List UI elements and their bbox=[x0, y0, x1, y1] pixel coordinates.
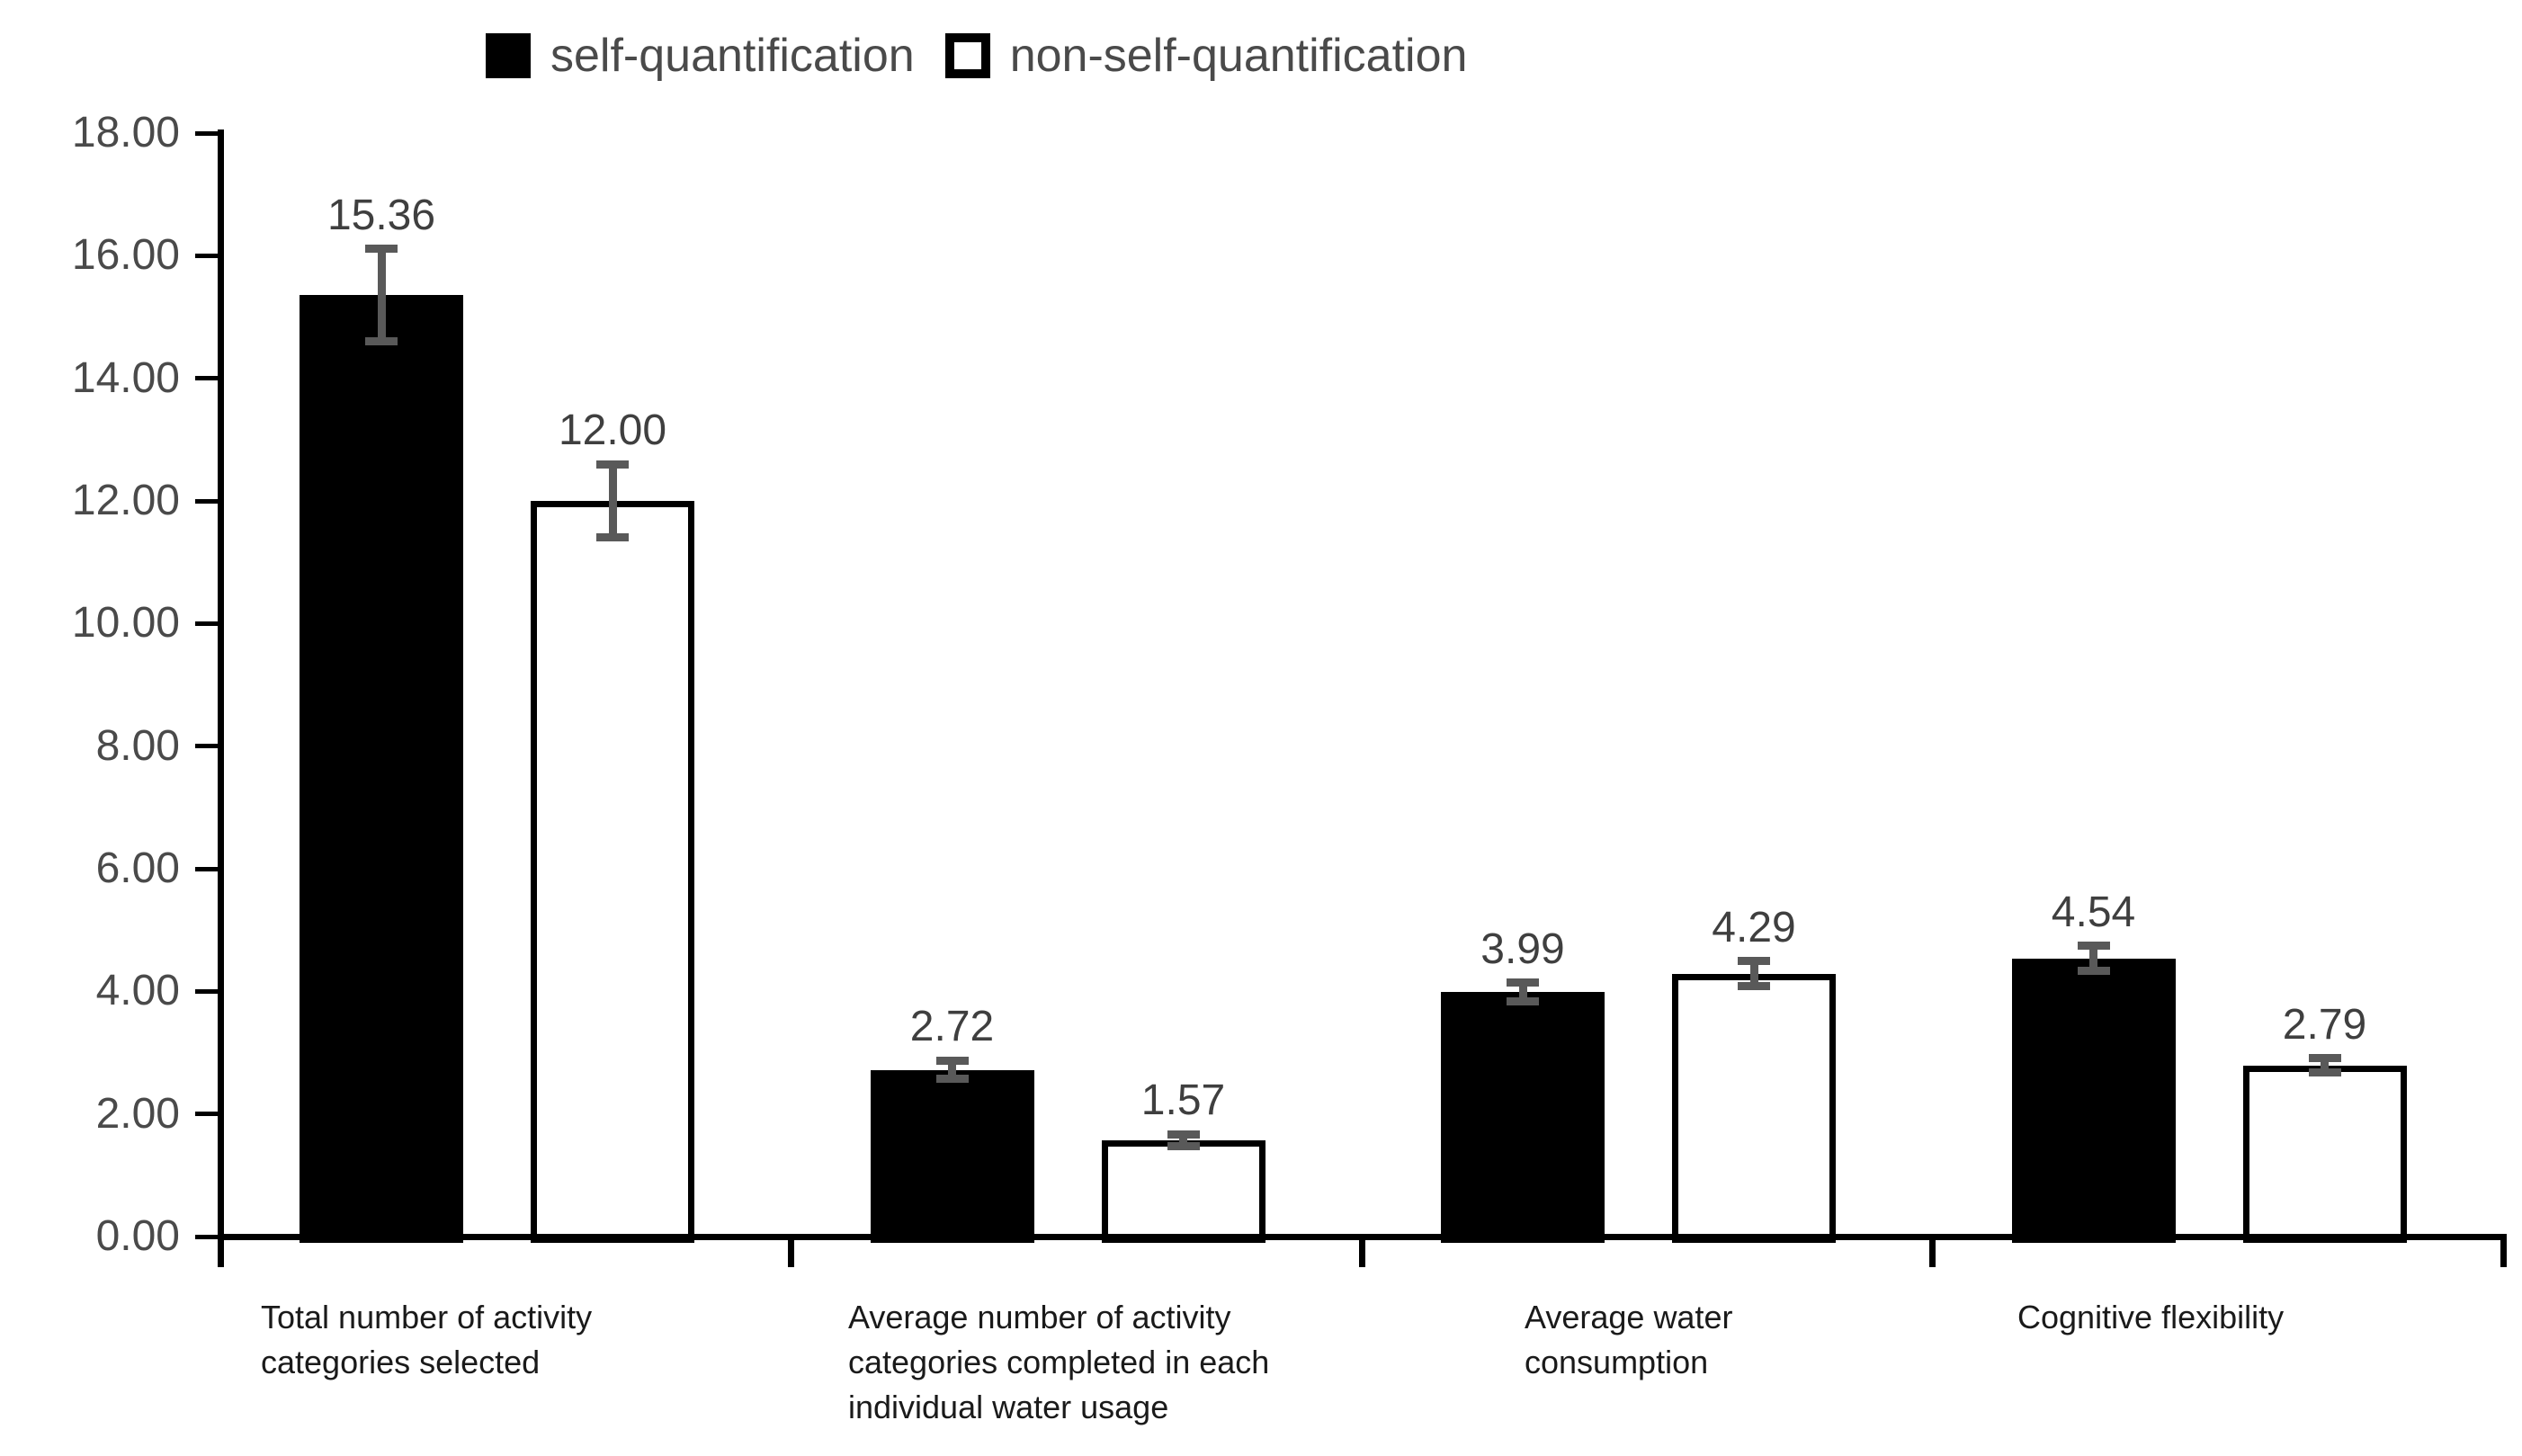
error-bar-line bbox=[1518, 982, 1527, 1002]
error-bar-bottom-cap bbox=[1738, 981, 1770, 990]
bar-non-self-quantification-group-3 bbox=[1672, 973, 1836, 1243]
legend-swatch-black-square-icon bbox=[486, 33, 531, 78]
error-bar-top-cap bbox=[1738, 957, 1770, 966]
category-label-line: consumption bbox=[1525, 1344, 1709, 1380]
category-label-group-2: Average number of activity categories com… bbox=[848, 1295, 1269, 1430]
value-label: 3.99 bbox=[1480, 925, 1565, 973]
y-axis-tick bbox=[195, 498, 220, 504]
x-axis-boundary-tick bbox=[1929, 1237, 1936, 1267]
y-axis-tick-label: 12.00 bbox=[71, 477, 180, 524]
category-label-group-1: Total number of activity categories selec… bbox=[261, 1295, 592, 1385]
category-label-line: categories selected bbox=[261, 1344, 541, 1380]
category-label-line: Average number of activity bbox=[848, 1299, 1231, 1335]
y-axis-tick bbox=[195, 253, 220, 258]
y-axis-tick-label: 14.00 bbox=[71, 353, 180, 402]
bar-self-quantification-group-2 bbox=[870, 1069, 1034, 1243]
y-axis-tick bbox=[195, 1234, 220, 1239]
legend-label-non-self-quantification: non-self-quantification bbox=[1009, 30, 1468, 82]
y-axis-tick bbox=[195, 1112, 220, 1117]
error-bar-bottom-cap bbox=[935, 1075, 969, 1084]
value-label: 1.57 bbox=[1140, 1076, 1226, 1125]
error-bar-bottom-cap bbox=[365, 336, 398, 345]
y-axis-tick-label: 4.00 bbox=[95, 967, 180, 1015]
y-axis-tick bbox=[195, 130, 220, 136]
bar-non-self-quantification-group-1 bbox=[531, 501, 694, 1243]
x-axis-boundary-tick bbox=[2500, 1237, 2507, 1267]
y-axis-tick-label: 10.00 bbox=[71, 599, 180, 648]
error-bar-bottom-cap bbox=[2077, 966, 2110, 975]
error-bar-line bbox=[948, 1060, 956, 1079]
error-bar-bottom-cap bbox=[1167, 1142, 1200, 1151]
category-label-line: Cognitive flexibility bbox=[2017, 1299, 2285, 1335]
bar-self-quantification-group-3 bbox=[1441, 992, 1605, 1243]
error-bar-line bbox=[1179, 1134, 1187, 1147]
x-axis-boundary-tick bbox=[217, 1237, 224, 1267]
error-bar-line bbox=[2089, 945, 2097, 971]
value-label: 15.36 bbox=[326, 191, 436, 239]
y-axis-tick-label: 16.00 bbox=[71, 231, 180, 280]
error-bar-line bbox=[377, 248, 386, 342]
error-bar-line bbox=[1749, 960, 1758, 987]
y-axis-tick bbox=[195, 621, 220, 626]
y-axis-line bbox=[217, 130, 224, 1237]
y-axis-tick-label: 8.00 bbox=[95, 721, 180, 770]
y-axis-tick bbox=[195, 744, 220, 749]
y-axis-tick-label: 2.00 bbox=[95, 1089, 180, 1138]
category-label-line: Total number of activity bbox=[261, 1299, 593, 1335]
value-label: 12.00 bbox=[558, 406, 667, 455]
error-bar-top-cap bbox=[2077, 942, 2110, 951]
y-axis-tick-label: 0.00 bbox=[95, 1212, 180, 1260]
y-axis-tick bbox=[195, 376, 220, 381]
error-bar-line bbox=[608, 464, 617, 538]
legend-item-self-quantification: self-quantification bbox=[486, 29, 915, 83]
y-axis-tick bbox=[195, 988, 220, 994]
bar-non-self-quantification-group-2 bbox=[1101, 1139, 1265, 1243]
bar-self-quantification-group-1 bbox=[300, 294, 463, 1243]
error-bar-top-cap bbox=[596, 460, 629, 469]
error-bar-top-cap bbox=[1167, 1130, 1200, 1139]
error-bar-top-cap bbox=[935, 1056, 969, 1065]
x-axis-boundary-tick bbox=[1358, 1237, 1365, 1267]
y-axis-tick-label: 18.00 bbox=[71, 109, 180, 156]
legend-swatch-white-square-icon bbox=[944, 33, 990, 78]
category-label-line: individual water usage bbox=[848, 1389, 1169, 1425]
error-bar-bottom-cap bbox=[596, 533, 629, 542]
category-label-line: Average water bbox=[1525, 1299, 1733, 1335]
value-label: 4.29 bbox=[1712, 903, 1796, 951]
y-axis-tick-label: 6.00 bbox=[95, 844, 180, 892]
x-axis-boundary-tick bbox=[788, 1237, 794, 1267]
y-axis-tick bbox=[195, 866, 220, 871]
error-bar-line bbox=[2321, 1058, 2329, 1073]
error-bar-top-cap bbox=[365, 245, 398, 254]
error-bar-bottom-cap bbox=[2308, 1068, 2341, 1077]
value-label: 2.79 bbox=[2282, 1000, 2367, 1049]
legend-item-non-self-quantification: non-self-quantification bbox=[944, 29, 1468, 83]
bar-non-self-quantification-group-4 bbox=[2242, 1065, 2407, 1243]
legend-label-self-quantification: self-quantification bbox=[550, 30, 915, 82]
category-label-line: categories completed in each bbox=[848, 1344, 1270, 1380]
category-label-group-3: Average water consumption bbox=[1525, 1295, 1732, 1385]
value-label: 2.72 bbox=[909, 1003, 995, 1051]
category-label-group-4: Cognitive flexibility bbox=[2017, 1295, 2284, 1340]
value-label: 4.54 bbox=[2051, 888, 2136, 936]
legend: self-quantification non-self-quantificat… bbox=[486, 27, 1467, 85]
error-bar-top-cap bbox=[1507, 978, 1539, 987]
error-bar-bottom-cap bbox=[1507, 996, 1539, 1005]
error-bar-top-cap bbox=[2308, 1054, 2341, 1063]
